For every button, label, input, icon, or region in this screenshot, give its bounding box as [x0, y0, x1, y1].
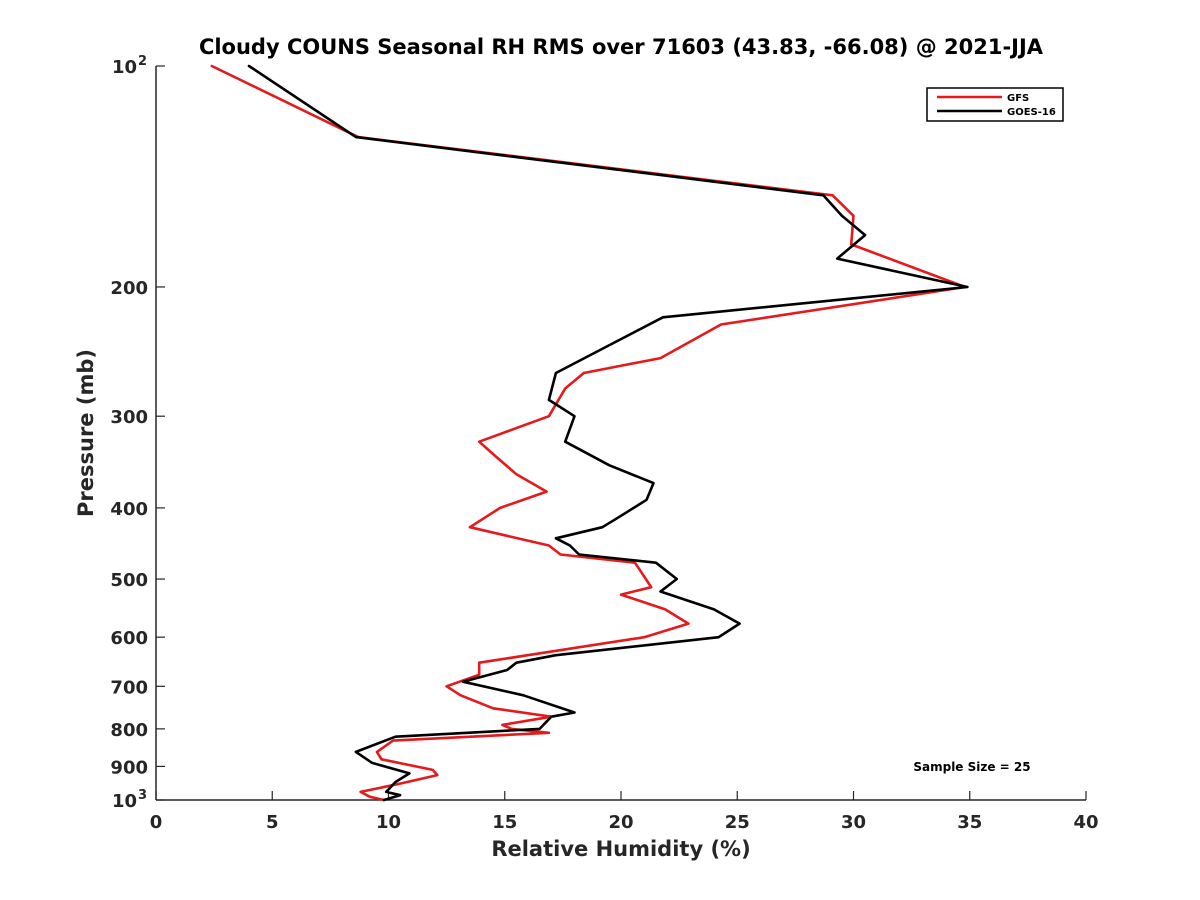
x-tick-label: 10	[376, 812, 401, 833]
chart-title: Cloudy COUNS Seasonal RH RMS over 71603 …	[199, 35, 1044, 59]
legend-label-gfs: GFS	[1007, 93, 1029, 104]
y-tick-label: 10	[112, 791, 137, 812]
x-tick-label: 5	[266, 812, 279, 833]
x-tick-label: 20	[608, 812, 633, 833]
y-tick-label: 300	[110, 407, 148, 428]
y-axis-label: Pressure (mb)	[74, 349, 98, 517]
legend-label-goes16: GOES-16	[1007, 107, 1056, 118]
y-tick-label: 900	[110, 757, 148, 778]
y-tick-label: 10	[112, 57, 137, 78]
y-tick-label: 200	[110, 278, 148, 299]
x-tick-label: 40	[1073, 812, 1098, 833]
series-line-goes16	[247, 64, 969, 802]
x-axis-label: Relative Humidity (%)	[491, 837, 750, 861]
y-tick-label: 600	[110, 628, 148, 649]
x-tick-label: 0	[150, 812, 163, 833]
sample-size-annotation: Sample Size = 25	[913, 760, 1030, 774]
x-ticks: 0 5 10 15 20 25 30 35 40	[150, 791, 1099, 833]
x-tick-label: 30	[841, 812, 866, 833]
y-tick-label: 700	[110, 677, 148, 698]
y-tick-exponent: 3	[138, 788, 147, 803]
x-tick-label: 35	[957, 812, 982, 833]
y-tick-label: 500	[110, 570, 148, 591]
y-tick-label: 400	[110, 499, 148, 520]
legend-box	[926, 87, 1064, 122]
series-group	[210, 64, 969, 802]
y-tick-label: 800	[110, 720, 148, 741]
legend: GFS GOES-16	[926, 87, 1064, 122]
series-line-gfs	[210, 64, 967, 802]
x-tick-label: 25	[725, 812, 750, 833]
x-tick-label: 15	[492, 812, 517, 833]
y-tick-exponent: 2	[138, 54, 147, 69]
